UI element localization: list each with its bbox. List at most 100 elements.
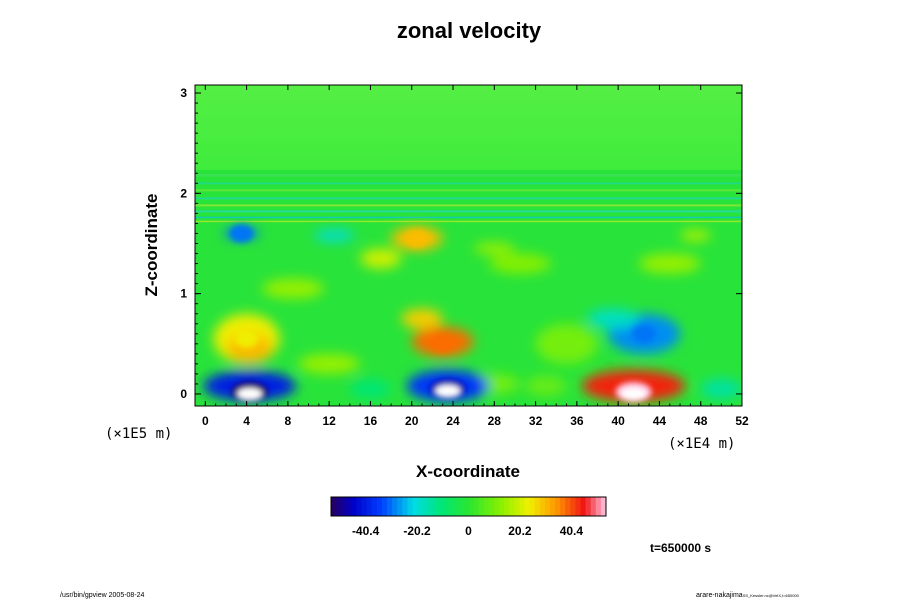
velocity-core <box>234 329 259 348</box>
heatmap-field <box>195 85 742 406</box>
velocity-core <box>631 324 656 343</box>
colorbar-segment <box>387 497 393 516</box>
x-tick-label: 32 <box>529 414 543 428</box>
x-tick-label: 12 <box>322 414 336 428</box>
colorbar-tick-label: 40.4 <box>560 524 584 538</box>
x-tick-label: 4 <box>243 414 250 428</box>
colorbar-segment <box>590 497 597 516</box>
x-tick-label: 48 <box>694 414 708 428</box>
y-tick-label: 0 <box>180 387 187 401</box>
colorbar-segment <box>580 497 587 516</box>
velocity-patch <box>349 378 392 399</box>
colorbar-segment <box>432 497 439 516</box>
colorbar-segment <box>417 497 424 516</box>
colorbar-segment <box>468 497 475 516</box>
velocity-core <box>404 229 429 248</box>
colorbar-segment <box>381 497 388 516</box>
colorbar-frame <box>330 496 607 517</box>
velocity-band <box>195 216 742 219</box>
colorbar-segment <box>473 497 480 516</box>
velocity-core-peak <box>237 387 263 400</box>
velocity-band <box>195 210 742 213</box>
colorbar-segment <box>412 497 419 516</box>
velocity-core <box>430 334 455 353</box>
colorbar-segment <box>555 497 561 516</box>
colorbar-segment <box>346 497 352 516</box>
colorbar-segment <box>488 497 495 516</box>
velocity-band <box>195 220 742 223</box>
y-axis-label: Z-coordinate <box>142 194 161 297</box>
x-tick-label: 8 <box>285 414 292 428</box>
colorbar-segment <box>499 497 505 516</box>
colorbar-segment <box>407 497 413 516</box>
colorbar-tick-label: -40.4 <box>352 524 380 538</box>
footer-right-main: arare-nakajima <box>696 592 743 599</box>
x-exponent-label: (×1E4 m) <box>668 436 735 452</box>
colorbar-segment <box>366 497 373 516</box>
velocity-band <box>195 173 742 177</box>
colorbar-segment <box>560 497 566 516</box>
colorbar-segment <box>422 497 429 516</box>
time-label: t=650000 s <box>650 541 711 555</box>
colorbar-segment <box>351 497 357 516</box>
velocity-patch <box>700 378 742 399</box>
velocity-band <box>195 182 742 185</box>
colorbar-segment <box>570 497 576 516</box>
chart-title: zonal velocity <box>397 18 542 43</box>
colorbar-segment <box>514 497 520 516</box>
velocity-band <box>195 189 742 192</box>
x-tick-label: 36 <box>570 414 584 428</box>
horizontal-bands <box>195 173 742 223</box>
velocity-band <box>195 204 742 207</box>
velocity-patch <box>638 253 701 274</box>
footer-right-small: SS_Kessler.nc@VelX,t=650000 <box>743 593 800 598</box>
colorbar-segment <box>539 497 546 516</box>
colorbar-tick-label: 0 <box>465 524 472 538</box>
colorbar-segment <box>534 497 541 516</box>
velocity-cores <box>229 224 656 402</box>
x-tick-label: 40 <box>611 414 625 428</box>
footer-left: /usr/bin/gpview 2005-08-24 <box>60 592 145 599</box>
colorbar-tick-label: 20.2 <box>508 524 532 538</box>
colorbar-segment <box>529 497 536 516</box>
colorbar-segment <box>361 497 368 516</box>
velocity-core <box>229 224 254 243</box>
velocity-patch <box>489 253 552 274</box>
colorbar-segment <box>402 497 408 516</box>
velocity-patch <box>587 308 639 329</box>
colorbar-segment <box>463 497 469 516</box>
velocity-patch <box>535 323 598 364</box>
colorbar-segment <box>336 497 342 516</box>
colorbar-tick-label: -20.2 <box>403 524 431 538</box>
x-tick-label: 0 <box>202 414 209 428</box>
colorbar-segment <box>392 497 398 516</box>
colorbar-segment <box>585 497 592 516</box>
velocity-patch <box>298 353 361 374</box>
colorbar-segment <box>504 497 510 516</box>
x-axis-label: X-coordinate <box>416 462 520 481</box>
velocity-core-peak <box>621 387 647 400</box>
y-exponent-label: (×1E5 m) <box>105 426 172 442</box>
colorbar-ticks: -40.4 -20.2 0 20.2 40.4 <box>352 524 583 538</box>
velocity-patch <box>360 248 402 269</box>
footer-right: arare-nakajimaSS_Kessler.nc@VelX,t=65000… <box>696 592 800 599</box>
colorbar-segment <box>427 497 434 516</box>
velocity-patch <box>401 308 443 329</box>
colorbar-segment <box>397 497 403 516</box>
colorbar-segment <box>575 497 582 516</box>
colorbar-segment <box>478 497 485 516</box>
colorbar-segment <box>483 497 490 516</box>
colorbar-segment <box>595 497 602 516</box>
velocity-patch <box>473 242 515 255</box>
colorbar-segment <box>519 497 526 516</box>
y-tick-label: 2 <box>180 186 187 200</box>
velocity-band <box>195 197 742 200</box>
y-axis-ticks: 0 1 2 3 <box>180 86 742 401</box>
x-tick-label: 52 <box>735 414 749 428</box>
colorbar-segment <box>509 497 515 516</box>
y-tick-label: 1 <box>180 287 187 301</box>
x-axis-ticks: 0 4 8 12 16 20 24 28 32 36 40 44 48 52 <box>202 85 749 428</box>
velocity-patch <box>313 229 355 242</box>
colorbar <box>331 497 607 516</box>
